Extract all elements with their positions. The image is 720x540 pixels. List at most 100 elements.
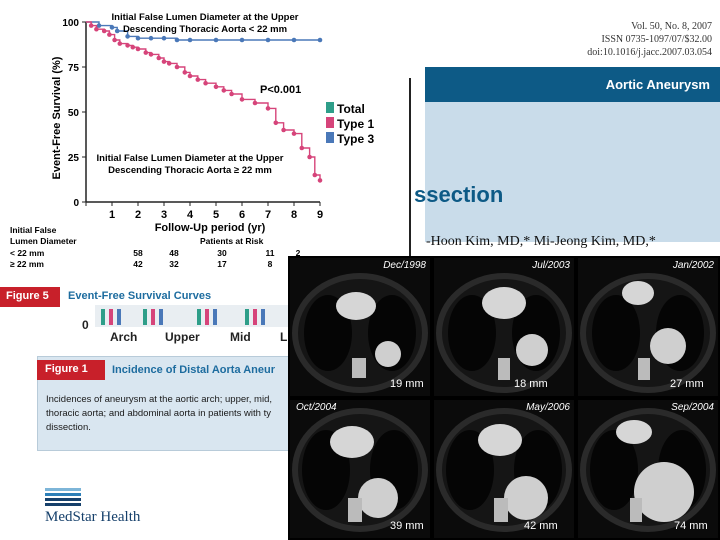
data-point <box>117 41 123 46</box>
legend-label-type3: Type 3 <box>337 132 374 146</box>
figure5-title: Event-Free Survival Curves <box>68 290 212 302</box>
legend-swatch-type3 <box>326 132 334 143</box>
data-point <box>203 80 208 86</box>
risk-row-label: < 22 mm <box>10 248 45 258</box>
journal-doi: doi:10.1016/j.jacc.2007.03.054 <box>587 47 712 58</box>
data-point <box>148 35 154 41</box>
figure1-caption-line: dissection. <box>46 422 91 433</box>
data-point <box>94 26 99 32</box>
risk-value: 30 <box>217 248 227 258</box>
data-point <box>221 88 227 93</box>
data-point <box>252 100 258 106</box>
data-point <box>143 50 149 55</box>
data-point <box>135 35 141 41</box>
km-chart: 0 25 50 75 100 1 2 3 4 5 6 7 8 9 Event-Free Surv… <box>0 0 410 275</box>
y-tick-label: 100 <box>62 18 79 29</box>
data-point <box>88 23 94 28</box>
data-point <box>161 35 167 41</box>
data-point <box>265 37 271 43</box>
data-point <box>281 127 286 133</box>
risk-title: Patients at Risk <box>200 236 264 246</box>
p-value: P<0.001 <box>260 84 301 96</box>
risk-value: 8 <box>268 259 273 269</box>
journal-meta: Vol. 50, No. 8, 2007 ISSN 0735-1097/07/$… <box>587 20 712 59</box>
risk-row-label: ≥ 22 mm <box>10 259 44 269</box>
ct-date: Oct/2004 <box>296 402 337 413</box>
data-point <box>239 37 245 43</box>
annotation-large-line2: Descending Thoracic Aorta ≥ 22 mm <box>108 165 272 176</box>
data-point <box>101 28 107 34</box>
legend-label-total: Total <box>337 102 365 116</box>
ct-measure: 19 mm <box>390 378 424 390</box>
ct-scan: Jan/2002 27 mm <box>578 258 718 396</box>
risk-value: 48 <box>169 248 179 258</box>
ct-measure: 18 mm <box>514 378 548 390</box>
data-point <box>135 46 141 52</box>
y-tick-label: 75 <box>68 63 80 74</box>
journal-issn: ISSN 0735-1097/07/$32.00 <box>601 34 712 45</box>
journal-banner: Aortic Aneurysm <box>425 67 720 102</box>
risk-value: 17 <box>217 259 227 269</box>
series-small-diameter <box>86 21 323 43</box>
medstar-logo-icon <box>45 488 81 506</box>
data-point <box>114 28 120 34</box>
x-tick-label: 1 <box>109 209 115 221</box>
x-tick-label: 9 <box>317 209 323 221</box>
figure1-caption: Incidences of aneurysm at the aortic arc… <box>46 393 286 435</box>
data-point <box>307 154 312 160</box>
legend: Total Type 1 Type 3 <box>326 102 374 146</box>
data-point <box>166 61 172 66</box>
risk-value: 32 <box>169 259 179 269</box>
km-chart-svg: 0 25 50 75 100 1 2 3 4 5 6 7 8 9 Event-Free Surv… <box>10 12 374 269</box>
figure1-title: Incidence of Distal Aorta Aneur <box>112 364 275 376</box>
data-point <box>229 91 234 97</box>
figure5-zero: 0 <box>82 318 89 332</box>
legend-label-type1: Type 1 <box>337 117 374 131</box>
figure5-label: Figure 5 <box>0 287 60 307</box>
ct-date: Jul/2003 <box>532 260 570 271</box>
ct-scan: Oct/2004 39 mm <box>290 400 430 538</box>
risk-value: 2 <box>296 248 301 258</box>
data-point <box>317 37 323 43</box>
data-point <box>130 44 136 50</box>
ct-date: Dec/1998 <box>383 260 426 271</box>
ct-measure: 39 mm <box>390 520 424 532</box>
ct-measure: 74 mm <box>674 520 708 532</box>
y-axis-label: Event-Free Survival (%) <box>51 56 63 179</box>
x-axis-label: Follow-Up period (yr) <box>155 222 266 234</box>
ct-date: May/2006 <box>526 402 570 413</box>
data-point <box>291 37 297 43</box>
y-tick-label: 0 <box>73 198 79 209</box>
annotation-large-line1: Initial False Lumen Diameter at the Uppe… <box>97 153 284 164</box>
ct-date: Jan/2002 <box>672 260 714 271</box>
data-point <box>182 70 188 75</box>
data-point <box>125 34 130 39</box>
figure1-caption-line: thoracic aorta; and abdominal aorta in p… <box>46 408 271 419</box>
ct-scan: Sep/2004 74 mm <box>578 400 718 538</box>
data-point <box>312 172 318 178</box>
annotation-small-line2: Descending Thoracic Aorta < 22 mm <box>123 24 287 35</box>
risk-header-line1: Initial False <box>10 225 57 235</box>
legend-swatch-type1 <box>326 117 334 128</box>
risk-table: Initial False Lumen Diameter Patients at… <box>10 225 301 269</box>
data-point <box>174 37 180 43</box>
y-ticks: 0 25 50 75 100 <box>62 18 86 209</box>
y-tick-label: 25 <box>68 153 80 164</box>
data-point <box>174 64 180 70</box>
data-point <box>213 84 219 90</box>
figure1-label: Figure 1 <box>37 360 105 380</box>
figure5-strip <box>95 305 295 327</box>
x-tick-label: 7 <box>265 209 271 221</box>
ct-scan-grid: Dec/1998 19 mm Jul/2003 18 mm Jan/2002 2… <box>288 256 720 540</box>
risk-value: 11 <box>266 248 275 258</box>
journal-divider <box>409 78 411 278</box>
figure5-category: Upper <box>165 330 200 344</box>
y-tick-label: 50 <box>68 108 80 119</box>
journal-blue-panel <box>425 102 720 242</box>
figure5-category: Mid <box>230 330 251 344</box>
x-tick-label: 3 <box>161 209 167 221</box>
ct-measure: 42 mm <box>524 520 558 532</box>
ct-date: Sep/2004 <box>671 402 714 413</box>
legend-swatch-total <box>326 102 334 113</box>
data-point <box>187 37 193 43</box>
